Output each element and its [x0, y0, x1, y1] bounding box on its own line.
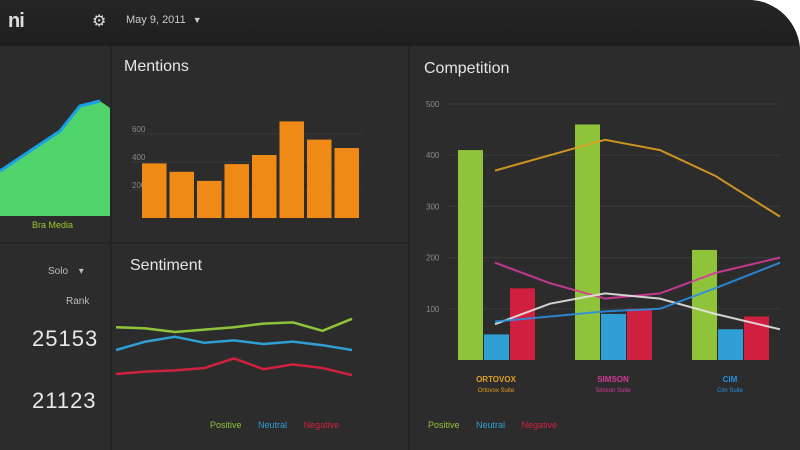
competition-bar-positive	[458, 150, 483, 360]
mentions-bar	[169, 171, 194, 218]
competition-bar-negative	[510, 288, 535, 360]
competition-title: Competition	[424, 60, 510, 77]
top-bar: ni ⚙ May 9, 2011 ▼	[0, 0, 800, 47]
competition-trend-line	[494, 256, 781, 300]
legend-positive: Positive	[428, 420, 460, 430]
sentiment-title: Sentiment	[130, 257, 203, 274]
mentions-divider	[112, 242, 408, 244]
competition-trend-line	[494, 292, 781, 331]
group-sublabel: Ortovox Suite	[478, 388, 515, 394]
competition-bar-neutral	[718, 329, 743, 360]
area-line	[0, 99, 101, 173]
stat-value-2: 21123	[32, 388, 97, 413]
mentions-bar	[334, 148, 359, 218]
left-area-chart	[0, 99, 110, 216]
legend-negative: Negative	[303, 420, 340, 430]
y-tick-label: 500	[426, 100, 440, 109]
left-legend: Bra Media	[32, 220, 87, 230]
scope-select-value: Solo	[48, 266, 69, 277]
mentions-bar	[307, 139, 332, 218]
mentions-bar	[252, 155, 277, 218]
group-sublabel: Cim Suite	[717, 388, 744, 394]
y-tick-label: 300	[426, 202, 440, 211]
mentions-bar	[142, 163, 167, 218]
mentions-chart: 600 400 200	[132, 121, 362, 218]
y-tick-label: 400	[426, 151, 440, 160]
chevron-down-icon: ▾	[78, 266, 84, 277]
column-divider-2	[408, 46, 410, 450]
competition-trend-line	[494, 138, 781, 218]
sentiment-line-neutral	[115, 335, 353, 352]
mentions-bar	[279, 121, 304, 218]
competition-bar-positive	[575, 124, 600, 360]
stat-value-1: 25153	[32, 326, 99, 351]
legend-positive: Positive	[210, 420, 242, 430]
y-tick-label: 200	[132, 181, 146, 190]
brand-logo: ni	[8, 10, 25, 32]
column-divider-1	[110, 46, 112, 450]
sentiment-line-positive	[115, 317, 353, 334]
left-divider	[0, 242, 110, 244]
legend-negative: Negative	[521, 420, 558, 430]
sentiment-panel	[112, 244, 408, 450]
date-select[interactable]: May 9, 2011 ▼	[126, 14, 202, 26]
competition-bar-neutral	[601, 313, 626, 360]
legend-neutral: Neutral	[258, 420, 288, 430]
group-label: ORTOVOX	[476, 375, 517, 384]
y-tick-label: 100	[426, 305, 440, 314]
sentiment-legend: Positive Neutral Negative	[210, 420, 353, 430]
competition-chart: 500 400 300 200 100 ORTOVOX Ortovox Suite SIMSO…	[426, 100, 781, 394]
group-sublabel: Simson Suite	[595, 388, 631, 394]
scope-select[interactable]: Solo ▾	[48, 266, 84, 277]
group-label: SIMSON	[597, 375, 629, 384]
mentions-title: Mentions	[124, 58, 189, 75]
rank-label: Rank	[66, 296, 90, 307]
competition-legend: Positive Neutral Negative	[428, 420, 571, 430]
sentiment-chart	[115, 317, 353, 377]
competition-bar-neutral	[484, 334, 509, 360]
competition-bar-negative	[627, 308, 652, 360]
legend-neutral: Neutral	[476, 420, 506, 430]
mentions-bar	[224, 164, 249, 218]
competition-trend-line	[494, 261, 781, 323]
group-label: CIM	[723, 375, 738, 384]
date-label: May 9, 2011	[126, 14, 186, 26]
y-tick-label: 200	[426, 254, 440, 263]
competition-bar-positive	[692, 249, 717, 360]
mentions-bar	[197, 180, 222, 218]
gear-icon[interactable]: ⚙	[92, 13, 107, 30]
left-legend-item: Bra Media	[32, 220, 74, 230]
sentiment-line-negative	[115, 357, 353, 377]
area-fill	[0, 101, 110, 216]
y-tick-label: 600	[132, 125, 146, 134]
chevron-down-icon: ▼	[192, 15, 202, 25]
y-tick-label: 400	[132, 153, 146, 162]
